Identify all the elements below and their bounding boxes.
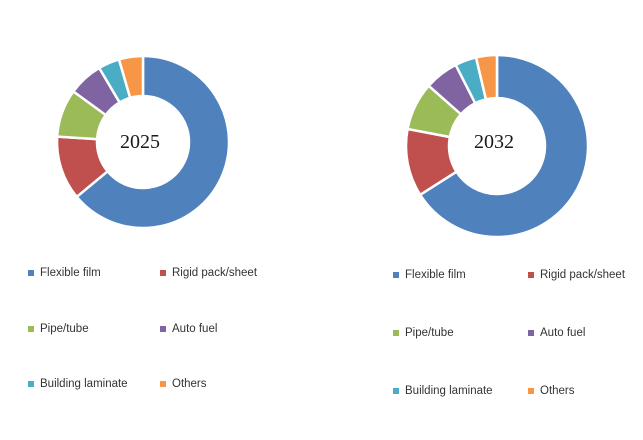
legend-swatch [393, 272, 399, 278]
legend-swatch [393, 330, 399, 336]
legend-swatch [528, 272, 534, 278]
donut-chart-2032: 2032 [404, 53, 590, 239]
legend-label: Pipe/tube [40, 323, 89, 335]
center-label-2032: 2032 [474, 131, 514, 153]
donut-chart-2025: 2025 [55, 54, 231, 230]
legend-label: Building laminate [405, 385, 493, 397]
legend-swatch [160, 270, 166, 276]
legend-item-auto-fuel: Auto fuel [160, 323, 217, 335]
legend-swatch [160, 381, 166, 387]
legend-label: Others [540, 385, 575, 397]
slice-others-2025 [117, 54, 145, 100]
legend-item-auto-fuel: Auto fuel [528, 327, 585, 339]
legend-swatch [160, 326, 166, 332]
legend-label: Flexible film [405, 269, 466, 281]
legend-label: Auto fuel [540, 327, 586, 339]
legend-label: Rigid pack/sheet [172, 267, 258, 279]
legend-swatch [28, 270, 34, 276]
slice-others-2032 [474, 53, 499, 101]
legend-swatch [28, 326, 34, 332]
legend-item-others: Others [160, 378, 207, 390]
legend-item-pipe-tube: Pipe/tube [28, 323, 89, 335]
legend-item-flexible-film: Flexible film [393, 269, 466, 281]
slice-flexible-film-2032 [418, 53, 590, 239]
legend-label: Building laminate [40, 378, 128, 390]
legend-swatch [28, 381, 34, 387]
legend-2032: Flexible film Rigid pack/sheet Pipe/tube Au… [322, 0, 643, 440]
chart-panel-2025: 2025 Flexible film Rigid pack/sheet Pipe/t… [28, 54, 257, 390]
legend-item-rigid-pack-sheet: Rigid pack/sheet [528, 269, 625, 281]
legend-swatch [528, 330, 534, 336]
legend-label: Pipe/tube [405, 327, 454, 339]
legend-item-rigid-pack-sheet: Rigid pack/sheet [160, 267, 257, 279]
legend-2025: Flexible film Rigid pack/sheet Pipe/tube Au… [28, 267, 257, 390]
legend-item-pipe-tube: Pipe/tube [393, 327, 454, 339]
slice-flexible-film-2025 [74, 54, 231, 230]
legend-item-flexible-film: Flexible film [28, 267, 101, 279]
legend-label: Rigid pack/sheet [540, 269, 626, 281]
center-label-2025: 2025 [120, 131, 160, 153]
legend-swatch [393, 388, 399, 394]
legend-item-others: Others [528, 385, 575, 397]
legend-label: Flexible film [40, 267, 101, 279]
legend-label: Others [172, 378, 207, 390]
legend-swatch [528, 388, 534, 394]
chart-panel-2032: 2032 Flexible film Rigid pack/sheet Pipe/t… [322, 0, 643, 440]
legend-label: Auto fuel [172, 323, 218, 335]
legend-item-building-laminate: Building laminate [28, 378, 128, 390]
legend-item-building-laminate: Building laminate [393, 385, 493, 397]
